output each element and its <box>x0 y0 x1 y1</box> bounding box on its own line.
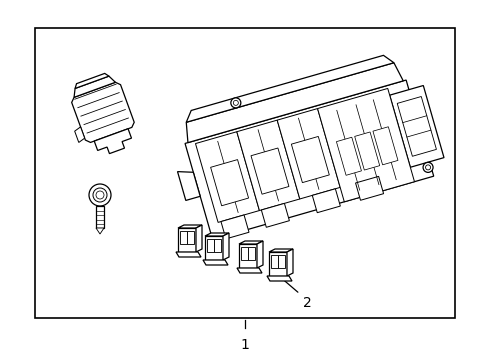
Circle shape <box>93 188 107 202</box>
Circle shape <box>89 184 111 206</box>
Polygon shape <box>239 241 263 244</box>
Polygon shape <box>196 225 202 252</box>
Polygon shape <box>237 268 262 273</box>
Polygon shape <box>318 89 415 202</box>
Polygon shape <box>176 252 201 257</box>
Polygon shape <box>203 260 228 265</box>
Polygon shape <box>251 148 289 194</box>
Polygon shape <box>72 82 134 143</box>
Polygon shape <box>187 231 194 244</box>
Polygon shape <box>221 215 249 239</box>
Polygon shape <box>277 109 340 199</box>
Polygon shape <box>239 244 257 268</box>
Circle shape <box>233 100 238 105</box>
Polygon shape <box>241 247 247 260</box>
Polygon shape <box>248 247 255 260</box>
Polygon shape <box>207 239 214 252</box>
Polygon shape <box>269 252 287 276</box>
Polygon shape <box>355 132 380 170</box>
Circle shape <box>231 98 241 108</box>
Polygon shape <box>267 276 292 281</box>
Polygon shape <box>287 249 293 276</box>
Polygon shape <box>74 76 116 97</box>
Circle shape <box>96 191 104 199</box>
Polygon shape <box>205 233 229 236</box>
Polygon shape <box>205 236 223 260</box>
Bar <box>35 28 455 318</box>
Polygon shape <box>178 228 196 252</box>
Polygon shape <box>177 172 200 201</box>
Polygon shape <box>186 55 394 122</box>
Polygon shape <box>312 189 341 213</box>
Text: 2: 2 <box>303 296 312 310</box>
Polygon shape <box>257 241 263 268</box>
Polygon shape <box>196 132 259 222</box>
Polygon shape <box>178 225 202 228</box>
Text: 1: 1 <box>241 338 249 352</box>
Circle shape <box>423 162 433 172</box>
Polygon shape <box>261 203 290 227</box>
Polygon shape <box>186 63 403 143</box>
Polygon shape <box>180 231 187 244</box>
Polygon shape <box>292 136 329 183</box>
Polygon shape <box>74 127 85 143</box>
Polygon shape <box>373 127 398 165</box>
Polygon shape <box>237 120 300 211</box>
Bar <box>96 206 104 228</box>
Polygon shape <box>96 228 104 234</box>
Polygon shape <box>337 137 362 175</box>
Polygon shape <box>271 255 278 268</box>
Polygon shape <box>278 255 285 268</box>
Polygon shape <box>223 233 229 260</box>
Polygon shape <box>269 249 293 252</box>
Polygon shape <box>356 176 384 200</box>
Polygon shape <box>94 129 131 154</box>
Polygon shape <box>75 73 109 89</box>
Polygon shape <box>214 239 221 252</box>
Polygon shape <box>185 80 434 239</box>
Polygon shape <box>211 159 248 206</box>
Polygon shape <box>390 86 444 167</box>
Circle shape <box>425 165 431 170</box>
Polygon shape <box>397 96 437 156</box>
